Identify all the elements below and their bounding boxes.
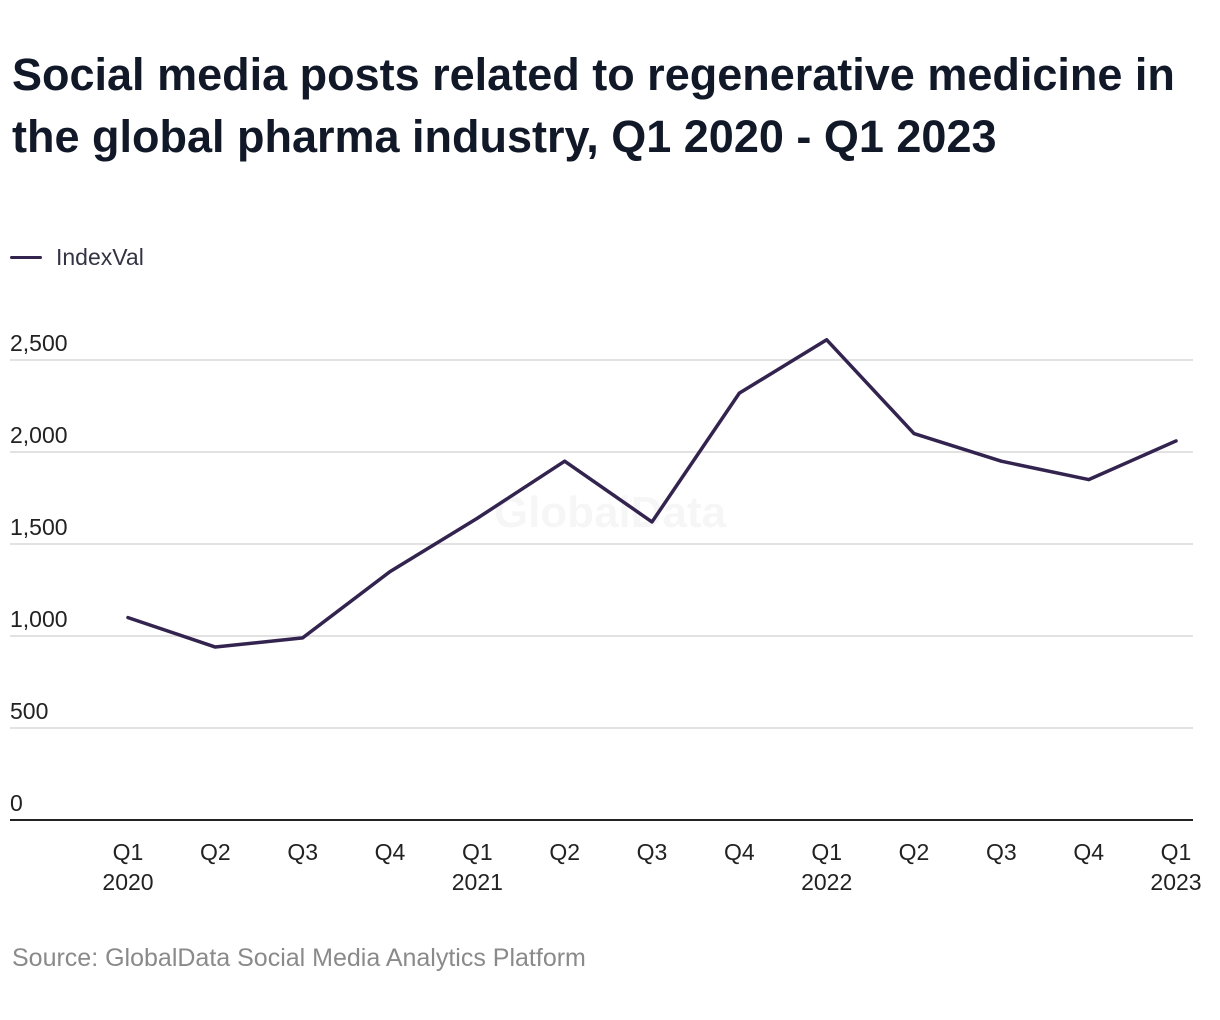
y-tick-label: 2,000	[10, 422, 68, 448]
data-point	[563, 459, 567, 463]
data-point	[999, 459, 1003, 463]
y-tick-label: 1,500	[10, 514, 68, 540]
x-tick-label: Q1	[462, 839, 493, 865]
x-tick-year-label: 2023	[1150, 869, 1201, 895]
source-note: Source: GlobalData Social Media Analytic…	[12, 944, 586, 972]
x-tick-year-label: 2020	[102, 869, 153, 895]
x-tick-label: Q2	[549, 839, 580, 865]
x-tick-label: Q3	[986, 839, 1017, 865]
data-point	[1174, 439, 1178, 443]
x-tick-label: Q1	[811, 839, 842, 865]
y-tick-label: 500	[10, 698, 48, 724]
watermark: GlobalData	[494, 488, 727, 537]
chart-title: Social media posts related to regenerati…	[12, 49, 1175, 162]
data-point	[301, 636, 305, 640]
x-tick-year-label: 2021	[452, 869, 503, 895]
x-tick-label: Q4	[375, 839, 406, 865]
y-tick-label: 2,500	[10, 330, 68, 356]
data-point	[213, 645, 217, 649]
y-tick-label: 1,000	[10, 606, 68, 632]
y-tick-label: 0	[10, 790, 23, 816]
x-tick-label: Q2	[200, 839, 231, 865]
data-point	[388, 570, 392, 574]
legend: IndexVal	[10, 240, 144, 274]
x-tick-label: Q1	[1161, 839, 1192, 865]
legend-swatch	[10, 255, 42, 259]
data-point	[650, 520, 654, 524]
data-point	[1087, 478, 1091, 482]
data-point	[737, 391, 741, 395]
x-tick-label: Q4	[1073, 839, 1104, 865]
data-point	[126, 616, 130, 620]
x-tick-label: Q3	[637, 839, 668, 865]
legend-label: IndexVal	[56, 243, 144, 270]
x-tick-label: Q1	[113, 839, 144, 865]
x-tick-label: Q2	[899, 839, 930, 865]
data-point	[825, 338, 829, 342]
x-tick-label: Q4	[724, 839, 755, 865]
x-tick-label: Q3	[287, 839, 318, 865]
data-point	[475, 516, 479, 520]
x-tick-year-label: 2022	[801, 869, 852, 895]
data-point	[912, 432, 916, 436]
